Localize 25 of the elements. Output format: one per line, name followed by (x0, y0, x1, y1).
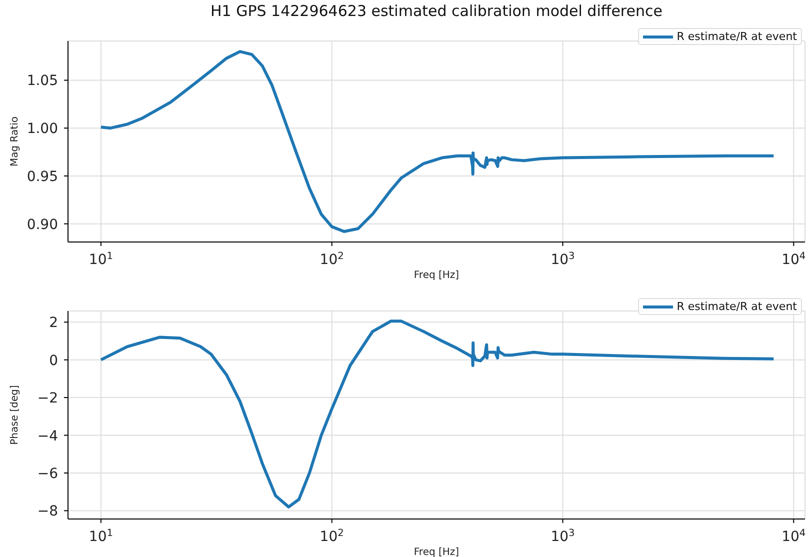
y-axis-title: Phase [deg] (10, 385, 21, 445)
x-tick-label: 10$^{2}$ (320, 528, 344, 545)
x-tick-label: 10$^{4}$ (782, 250, 806, 268)
y-tick-label: 1.05 (26, 73, 58, 90)
x-tick-label: 10$^{1}$ (88, 250, 113, 268)
legend-label: R estimate/R at event (676, 30, 797, 43)
y-axis-title: Mag Ratio (10, 116, 21, 166)
y-tick-label: 0 (49, 352, 58, 369)
legend-label: R estimate/R at event (676, 300, 797, 313)
y-tick-label: −6 (37, 466, 58, 482)
chart-title: H1 GPS 1422964623 estimated calibration model difference (210, 2, 664, 20)
x-tick-label: 10$^{1}$ (88, 528, 113, 545)
y-tick-label: 1.00 (26, 121, 58, 138)
y-tick-label: −8 (37, 504, 58, 520)
x-axis-title: Freq [Hz] (414, 547, 460, 557)
x-axis-title: Freq [Hz] (414, 270, 460, 281)
y-tick-label: −4 (37, 428, 58, 444)
y-tick-label: −2 (37, 390, 58, 407)
x-tick-label: 10$^{2}$ (320, 250, 344, 268)
x-tick-label: 10$^{3}$ (550, 528, 575, 545)
y-tick-label: 0.95 (26, 168, 58, 185)
x-tick-label: 10$^{4}$ (782, 528, 806, 545)
y-tick-label: 0.90 (26, 216, 58, 233)
y-tick-label: 2 (49, 315, 58, 332)
x-tick-label: 10$^{3}$ (550, 250, 575, 268)
